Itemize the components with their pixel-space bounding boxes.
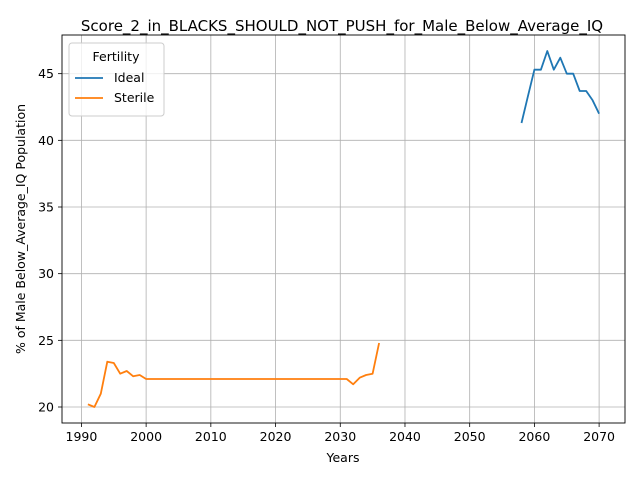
y-tick-label: 30 — [38, 266, 54, 281]
x-tick-label: 2060 — [518, 429, 550, 444]
y-tick-label: 25 — [38, 333, 54, 348]
x-tick-label: 2070 — [583, 429, 615, 444]
y-tick-label: 40 — [38, 133, 54, 148]
legend-label-ideal: Ideal — [114, 70, 144, 85]
legend-title: Fertility — [93, 49, 141, 64]
x-axis-label: Years — [326, 450, 360, 465]
x-tick-label: 2040 — [389, 429, 421, 444]
x-axis-ticks: 1990 2000 2010 2020 2030 2040 2050 2060 2070 — [66, 423, 615, 444]
y-tick-label: 35 — [38, 200, 54, 215]
y-tick-label: 45 — [38, 66, 54, 81]
legend: Fertility Ideal Sterile — [68, 42, 165, 117]
series-line-ideal — [520, 50, 600, 124]
x-tick-label: 2030 — [324, 429, 356, 444]
y-axis-ticks: 20 25 30 35 40 45 — [38, 66, 62, 415]
x-tick-label: 2020 — [260, 429, 292, 444]
y-tick-label: 20 — [38, 400, 54, 415]
y-axis-label: % of Male Below_Average_IQ Population — [13, 104, 28, 354]
x-tick-label: 1990 — [66, 429, 98, 444]
series-lines — [87, 50, 600, 408]
legend-label-sterile: Sterile — [114, 90, 155, 105]
x-tick-label: 2000 — [130, 429, 162, 444]
chart-title: Score_2_in_BLACKS_SHOULD_NOT_PUSH_for_Ma… — [81, 17, 603, 36]
x-tick-label: 2010 — [195, 429, 227, 444]
series-line-sterile — [87, 342, 380, 408]
plot-frame — [61, 34, 626, 424]
grid-lines — [62, 35, 625, 423]
x-tick-label: 2050 — [454, 429, 486, 444]
